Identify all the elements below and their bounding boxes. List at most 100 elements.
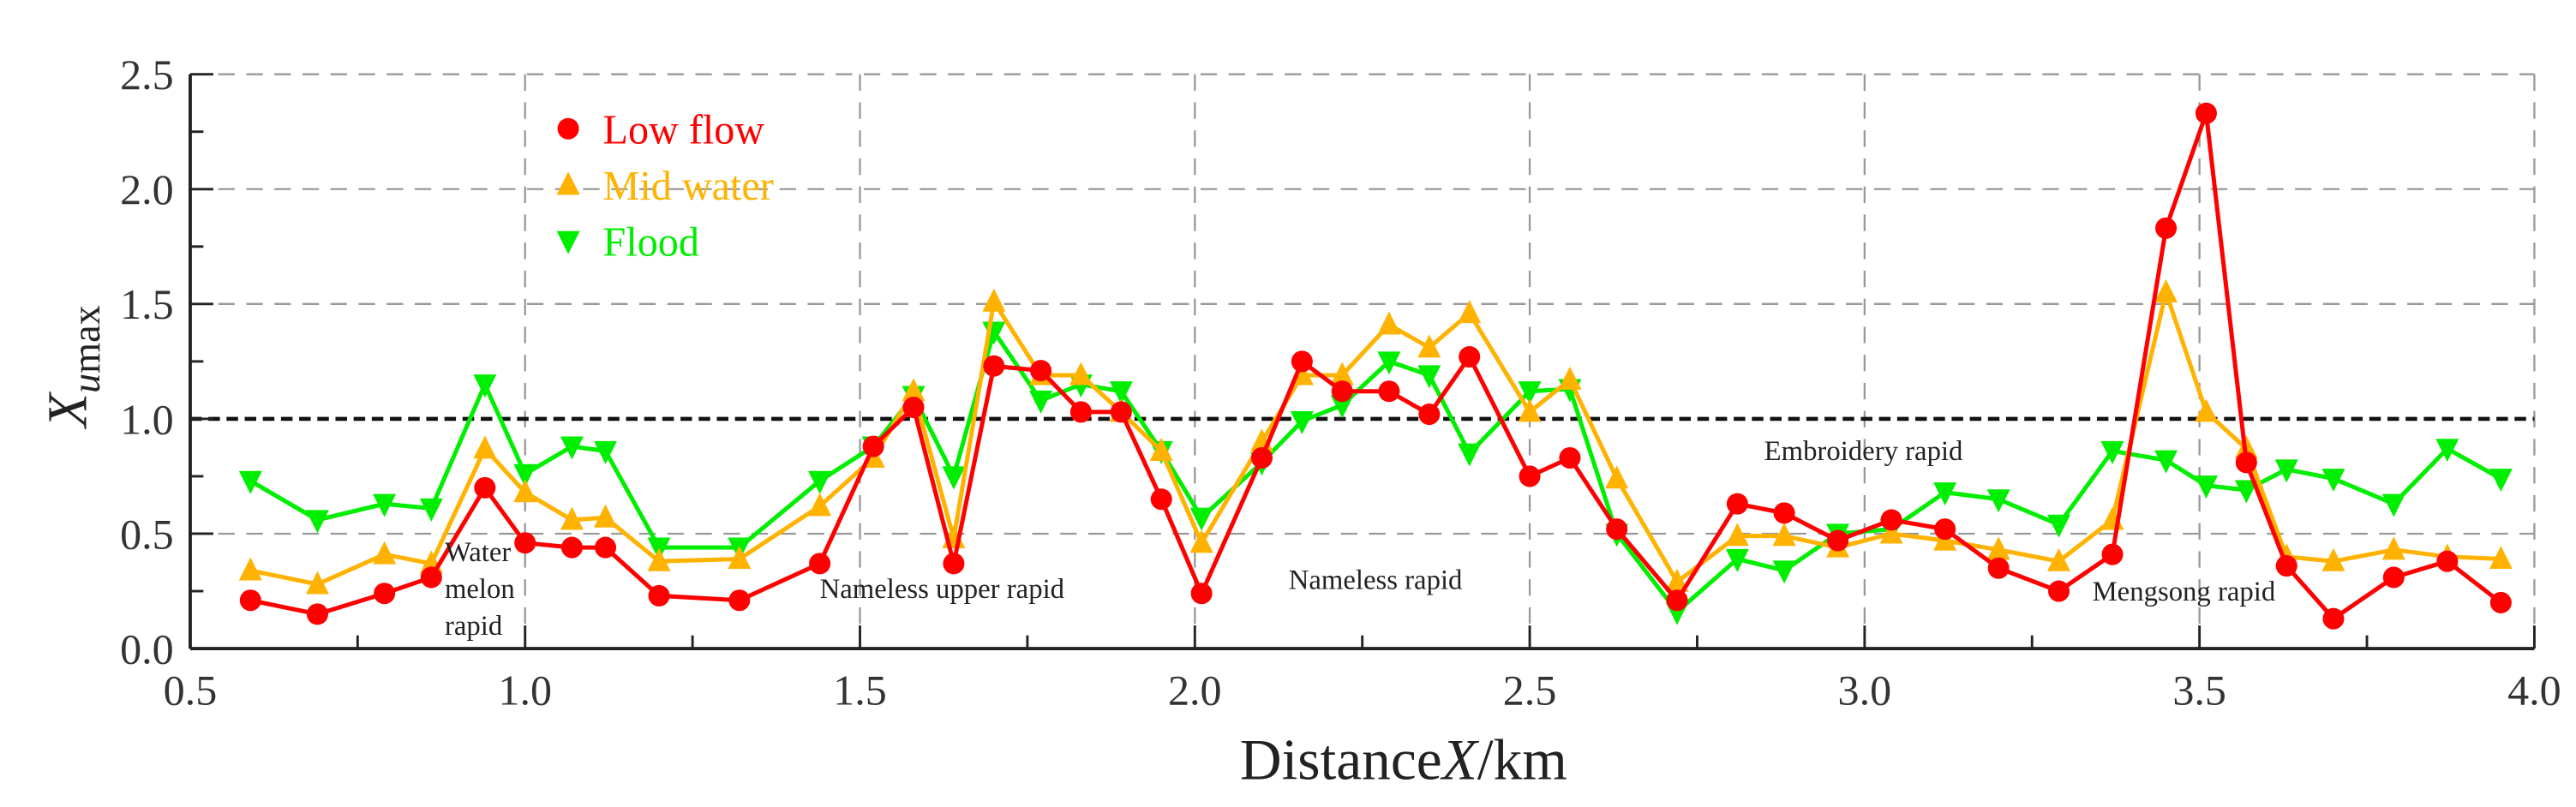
point-low-flow [1378, 380, 1400, 403]
point-flood [1109, 381, 1133, 405]
point-low-flow [2101, 543, 2124, 565]
legend-label: Mid water [603, 164, 774, 209]
y-axis-label: Xumax [38, 305, 108, 430]
point-low-flow [306, 603, 328, 625]
point-mid-water [1377, 311, 1401, 335]
line-mid-water [249, 284, 2501, 587]
point-low-flow [1331, 380, 1353, 403]
y-tick-label: 1.0 [120, 395, 174, 443]
point-mid-water [2047, 547, 2070, 571]
point-low-flow [728, 589, 751, 612]
point-flood [1377, 351, 1401, 375]
series-low-flow [239, 102, 2512, 630]
point-low-flow [1030, 360, 1052, 382]
x-axis-label-prefix: Distance [1240, 727, 1442, 792]
point-flood [808, 470, 832, 494]
point-flood [1290, 411, 1314, 435]
point-low-flow [1519, 465, 1541, 487]
x-tick-label: 0.5 [164, 667, 218, 714]
point-low-flow [1606, 518, 1628, 541]
y-tick-label: 2.5 [120, 51, 174, 99]
point-flood [1518, 381, 1542, 405]
point-mid-water [1189, 529, 1213, 553]
point-mid-water [647, 547, 671, 571]
point-mid-water [2154, 279, 2178, 302]
legend: Low flow Mid water Flood [556, 108, 774, 266]
point-flood [305, 510, 329, 534]
point-low-flow [239, 589, 261, 612]
annotation: Nameless upper rapid [820, 574, 1064, 605]
x-tick-label: 1.0 [498, 667, 552, 714]
annotation: Mengsong rapid [2093, 577, 2276, 607]
point-mid-water [2321, 547, 2345, 571]
point-flood [594, 440, 618, 464]
x-tick-label: 3.0 [1838, 667, 1892, 714]
point-mid-water [1605, 465, 1629, 489]
point-low-flow [943, 553, 965, 575]
point-low-flow [2436, 550, 2459, 572]
point-mid-water [902, 378, 926, 402]
point-low-flow [648, 584, 670, 607]
point-flood [513, 463, 537, 487]
point-flood [473, 374, 497, 398]
point-flood [2154, 450, 2178, 474]
point-mid-water [513, 479, 537, 503]
point-low-flow [1827, 529, 1849, 552]
x-tick-label: 4.0 [2507, 667, 2561, 714]
annotation: melon [445, 574, 515, 605]
point-mid-water [238, 557, 262, 581]
legend-marker [557, 117, 579, 140]
point-low-flow [1459, 345, 1481, 368]
point-flood [2047, 514, 2070, 538]
x-tick-label: 2.0 [1168, 667, 1222, 714]
point-low-flow [560, 536, 583, 559]
point-low-flow [2382, 566, 2405, 589]
point-low-flow [1190, 583, 1213, 605]
point-mid-water [1879, 520, 1903, 544]
series-layer [238, 102, 2513, 630]
point-low-flow [1418, 404, 1441, 426]
point-flood [1458, 443, 1482, 467]
point-mid-water [1986, 536, 2010, 560]
legend-marker [556, 171, 580, 195]
point-mid-water [1518, 398, 1542, 422]
axes: 0.5 1.0 1.5 2.0 2.5 3.0 3.5 4.00.00.51.01.52.02… [120, 51, 2561, 714]
point-low-flow [1291, 350, 1313, 373]
point-flood [2489, 469, 2513, 493]
point-low-flow [2235, 451, 2257, 474]
point-mid-water [305, 571, 329, 595]
series-flood [238, 321, 2513, 625]
point-low-flow [1987, 557, 2010, 579]
x-axis-label-suffix: /km [1477, 727, 1567, 792]
annotation: Nameless rapid [1289, 565, 1463, 595]
point-low-flow [983, 355, 1005, 377]
point-low-flow [2275, 555, 2297, 577]
point-mid-water [594, 504, 618, 528]
point-flood [1029, 390, 1053, 414]
y-tick-label: 2.0 [120, 165, 174, 213]
point-low-flow [1559, 446, 1581, 469]
point-mid-water [728, 546, 752, 570]
x-tick-label: 3.5 [2172, 667, 2226, 714]
point-low-flow [374, 583, 396, 605]
point-low-flow [1726, 493, 1748, 515]
point-low-flow [2195, 102, 2217, 124]
point-flood [2381, 493, 2405, 517]
point-flood [2321, 469, 2345, 493]
point-mid-water [982, 288, 1006, 312]
point-flood [2234, 480, 2258, 504]
point-flood [2194, 475, 2218, 499]
point-mid-water [1772, 523, 1796, 547]
point-mid-water [2381, 536, 2405, 560]
point-low-flow [902, 396, 925, 419]
x-axis-label-var: X [1440, 727, 1480, 792]
point-low-flow [474, 476, 496, 499]
y-tick-label: 0.5 [120, 510, 174, 558]
point-mid-water [1558, 366, 1582, 390]
point-low-flow [2047, 580, 2070, 602]
line-flood [249, 326, 2502, 615]
point-flood [1933, 482, 1957, 506]
point-low-flow [1250, 446, 1273, 469]
point-low-flow [1773, 502, 1795, 524]
